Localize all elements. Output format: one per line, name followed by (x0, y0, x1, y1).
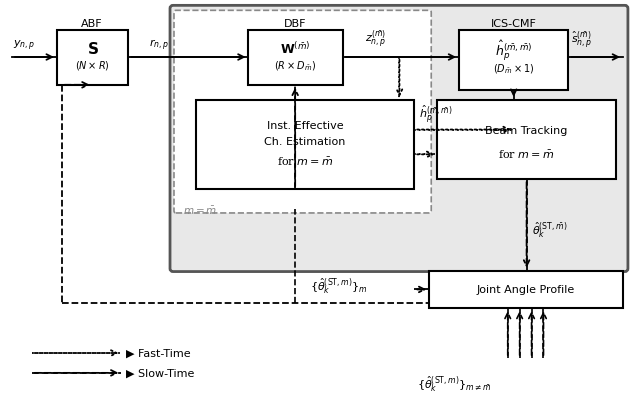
Text: ICS-CMF: ICS-CMF (491, 19, 536, 29)
FancyBboxPatch shape (174, 11, 431, 214)
Text: $\hat{s}_{n,p}^{(\bar{m})}$: $\hat{s}_{n,p}^{(\bar{m})}$ (572, 29, 593, 51)
Text: $\hat{h}_p^{(\bar{m},\bar{m})}$: $\hat{h}_p^{(\bar{m},\bar{m})}$ (419, 102, 453, 124)
Text: ABF: ABF (81, 19, 102, 29)
FancyBboxPatch shape (170, 6, 628, 272)
Text: Beam Tracking: Beam Tracking (485, 125, 568, 135)
Text: ▶ Slow-Time: ▶ Slow-Time (126, 368, 195, 378)
Text: for $m = \bar{m}$: for $m = \bar{m}$ (277, 156, 333, 168)
Text: $(N \times R)$: $(N \times R)$ (75, 59, 110, 72)
Text: $y_{n,p}$: $y_{n,p}$ (13, 38, 35, 53)
Text: $(R \times D_{\bar{m}})$: $(R \times D_{\bar{m}})$ (274, 59, 316, 73)
Bar (57, 31, 128, 85)
Text: $r_{n,p}$: $r_{n,p}$ (149, 38, 169, 53)
Text: for $m = \bar{m}$: for $m = \bar{m}$ (499, 149, 555, 161)
Text: Inst. Effective: Inst. Effective (267, 120, 344, 130)
Text: $z_{n,p}^{(\bar{m})}$: $z_{n,p}^{(\bar{m})}$ (365, 29, 386, 51)
Text: $m = \bar{m}$: $m = \bar{m}$ (183, 204, 217, 216)
Text: Ch. Estimation: Ch. Estimation (264, 137, 346, 147)
Text: $\hat{h}_p^{(\bar{m},\bar{m})}$: $\hat{h}_p^{(\bar{m},\bar{m})}$ (495, 39, 532, 63)
Bar (459, 31, 568, 90)
Bar (437, 100, 616, 180)
Bar (196, 100, 414, 190)
Bar (248, 31, 343, 85)
Text: Joint Angle Profile: Joint Angle Profile (477, 285, 575, 295)
Bar (429, 271, 623, 309)
Text: $\{\hat{\theta}_k^{(\mathrm{ST},m)}\}_m$: $\{\hat{\theta}_k^{(\mathrm{ST},m)}\}_m$ (310, 276, 368, 295)
Text: $\mathbf{S}$: $\mathbf{S}$ (86, 41, 99, 57)
Text: ▶ Fast-Time: ▶ Fast-Time (126, 348, 191, 358)
Text: $\mathbf{W}^{(\bar{m})}$: $\mathbf{W}^{(\bar{m})}$ (280, 41, 310, 57)
Text: DBF: DBF (284, 19, 307, 29)
Text: $(D_{\bar{m}} \times 1)$: $(D_{\bar{m}} \times 1)$ (493, 62, 534, 76)
Text: $\{\hat{\theta}_k^{(\mathrm{ST},m)}\}_{m \neq \bar{m}}$: $\{\hat{\theta}_k^{(\mathrm{ST},m)}\}_{m… (417, 373, 492, 392)
Text: $\hat{\theta}_k^{(\mathrm{ST},\bar{m})}$: $\hat{\theta}_k^{(\mathrm{ST},\bar{m})}$ (532, 220, 567, 239)
